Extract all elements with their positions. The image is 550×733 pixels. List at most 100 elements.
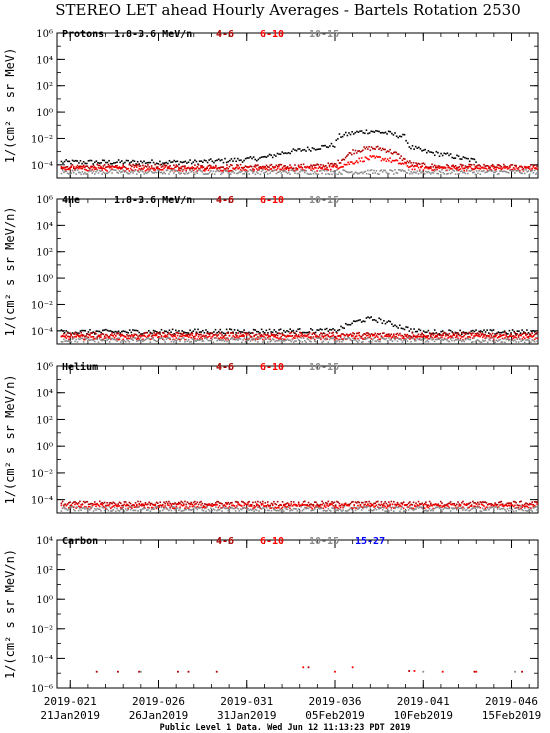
data-point — [310, 150, 312, 152]
data-point — [434, 166, 437, 169]
data-point — [249, 165, 252, 167]
data-point — [264, 502, 267, 504]
data-point — [174, 507, 176, 510]
data-point — [100, 170, 102, 173]
data-point — [146, 161, 148, 164]
data-point — [250, 165, 253, 168]
data-point — [196, 170, 199, 172]
data-point — [113, 504, 116, 507]
data-point — [260, 335, 263, 337]
data-point — [208, 339, 211, 342]
data-point — [69, 340, 71, 342]
data-point — [260, 334, 263, 336]
data-point — [328, 504, 331, 506]
data-point — [254, 158, 257, 161]
data-point — [98, 500, 101, 503]
data-point — [177, 501, 180, 504]
data-point — [218, 339, 221, 342]
data-point — [217, 506, 220, 509]
data-point — [473, 171, 475, 173]
data-point — [305, 507, 307, 510]
data-point — [430, 509, 432, 512]
data-point — [338, 508, 341, 510]
data-point — [168, 329, 171, 332]
data-point — [302, 163, 305, 166]
data-point — [371, 319, 374, 321]
data-point — [374, 505, 377, 508]
data-point — [107, 335, 110, 338]
data-point — [189, 341, 191, 343]
data-point — [74, 509, 76, 512]
data-point — [328, 336, 331, 338]
data-point — [465, 157, 468, 160]
data-point — [123, 501, 126, 503]
data-point — [416, 337, 419, 340]
data-point — [428, 507, 431, 510]
data-point — [265, 334, 268, 337]
data-point — [351, 131, 353, 133]
data-point — [248, 333, 251, 336]
data-point — [184, 160, 187, 163]
data-point — [532, 335, 535, 337]
data-point — [109, 162, 112, 165]
data-point — [453, 157, 455, 160]
data-point — [91, 168, 94, 171]
data-point — [536, 501, 538, 503]
data-point — [85, 165, 87, 167]
data-point — [491, 336, 494, 339]
data-point — [105, 172, 107, 175]
data-point — [132, 335, 134, 337]
data-point — [454, 331, 457, 334]
data-point — [311, 165, 314, 168]
data-point — [484, 171, 487, 174]
data-point — [481, 333, 484, 335]
data-point — [442, 334, 445, 337]
data-point — [499, 331, 501, 334]
data-point — [242, 339, 244, 341]
data-point — [470, 169, 473, 172]
data-point — [344, 131, 347, 134]
data-point — [325, 334, 327, 337]
data-point — [407, 166, 410, 169]
data-point — [84, 337, 86, 340]
data-point — [236, 157, 239, 160]
data-point — [425, 501, 427, 503]
data-point — [379, 156, 381, 158]
data-point — [256, 159, 258, 162]
data-point — [86, 508, 89, 511]
data-point — [359, 506, 362, 508]
data-point — [346, 134, 349, 137]
data-point — [86, 169, 89, 172]
data-point — [468, 506, 470, 509]
data-point — [392, 333, 395, 336]
data-point — [433, 170, 436, 173]
data-point — [221, 170, 223, 172]
data-point — [95, 171, 97, 173]
data-point — [321, 333, 323, 335]
data-point — [174, 166, 176, 168]
data-point — [525, 333, 527, 336]
data-point — [514, 339, 516, 341]
legend-entry-6-10: 6-10 — [260, 29, 284, 40]
data-point — [176, 507, 179, 509]
data-point — [65, 334, 68, 336]
data-point — [114, 335, 117, 337]
data-point — [149, 510, 152, 512]
data-point — [411, 504, 414, 506]
data-point — [117, 503, 120, 505]
data-point — [85, 501, 87, 503]
data-point — [516, 504, 519, 506]
data-point — [462, 335, 464, 338]
data-point — [422, 333, 425, 336]
data-point — [196, 332, 199, 335]
data-point — [64, 170, 66, 173]
data-point — [184, 173, 186, 175]
data-point — [509, 334, 511, 337]
data-point — [254, 339, 257, 342]
data-point — [446, 503, 448, 506]
data-point — [87, 503, 90, 506]
data-point — [457, 501, 459, 503]
data-point — [231, 337, 233, 339]
data-point — [60, 329, 63, 331]
